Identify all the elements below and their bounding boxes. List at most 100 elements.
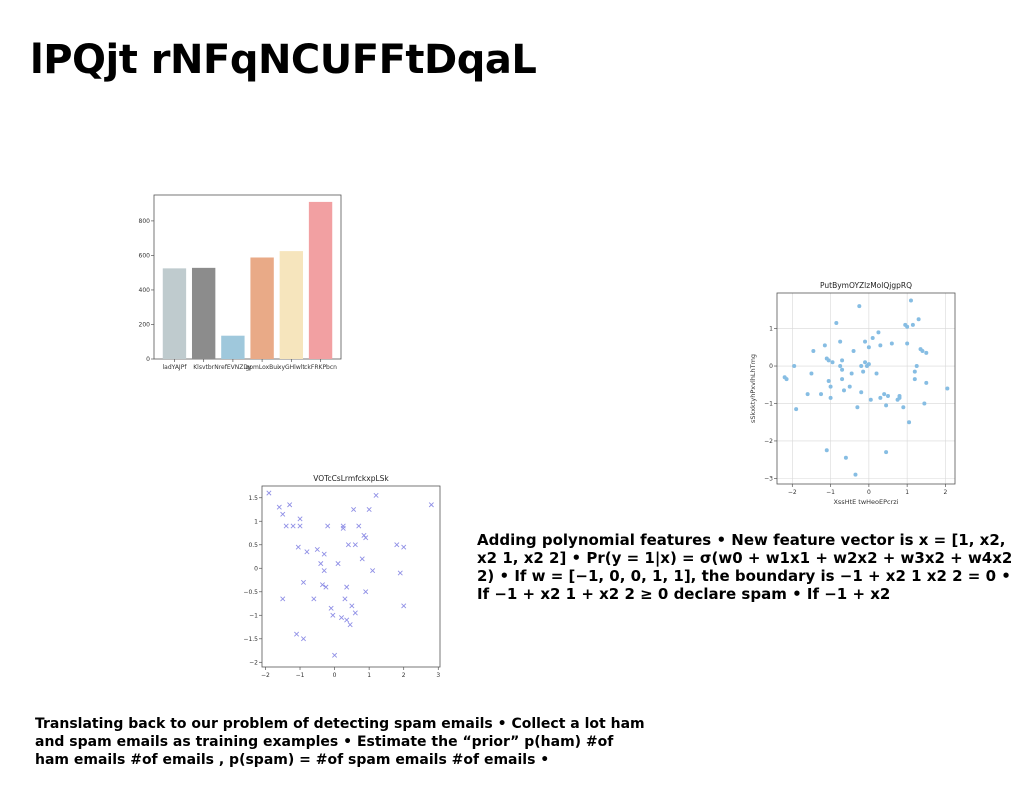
data-point [859,364,864,369]
data-point [914,364,919,369]
data-point [866,362,871,367]
data-point [843,455,848,460]
scatter-chart-crosses: −2 −1 0 1 2 3 −2 −1.5 −1 −0.5 0 0.5 1 1.5 VOTcCsLrmfck… [243,474,441,679]
data-point [352,542,358,548]
y-tick-label: 1 [254,518,258,525]
bar [191,267,216,359]
data-point [428,502,434,508]
data-point [857,304,862,309]
data-point [853,472,858,477]
data-point [851,349,856,354]
data-point [314,546,320,552]
data-point [924,380,929,385]
x-tick-label: 2 [944,489,948,496]
data-point [912,369,917,374]
data-point [874,371,879,376]
data-point [363,535,369,541]
data-point [319,582,326,588]
data-point [908,298,913,303]
data-point [841,388,846,393]
data-point [822,343,827,348]
bar [250,257,274,359]
plot-title: VOTcCsLrmfckxpLSk [313,474,389,483]
bar-chart: 0 200 400 600 800 ladYAJPf Klsvtbr NrefEVNZDygp… [139,194,342,371]
y-tick-label: −0.5 [243,589,258,596]
data-point [363,589,369,595]
data-point [340,523,346,529]
plot-title: PutBymOYZlzMolQjgpRQ [820,281,912,290]
data-point [910,322,915,327]
data-point [300,579,306,585]
slide-title: lPQjt rNFqNCUFFtDqaL [30,37,537,83]
x-tick-label: Klsvtbr [193,364,214,371]
y-tick-label: −3 [764,475,773,482]
x-tick-label: −2 [788,489,797,496]
x-tick-label: gpmLoxBui [245,364,279,371]
data-point [945,386,950,391]
data-point [886,393,891,398]
data-point [863,339,868,344]
data-point [366,506,372,513]
data-point [295,544,301,550]
data-point [905,324,910,329]
data-point [849,371,854,376]
data-point [347,622,353,628]
x-tick-label: NrefEVNZDy [214,364,252,371]
data-point [297,523,303,529]
data-point [290,523,296,529]
data-point [838,364,843,369]
y-tick-label: −2 [764,438,773,445]
data-point [828,395,833,400]
data-point [351,506,357,513]
data-point [352,610,358,616]
data-point [861,369,866,374]
data-point [830,360,835,365]
x-tick-label: −1 [296,672,305,679]
y-tick-label: −2 [249,659,258,666]
data-point [876,330,881,335]
bar [279,251,304,359]
data-point [901,405,906,410]
y-tick-label: 0 [769,363,773,370]
data-point [397,570,403,576]
data-point [321,568,327,574]
x-tick-label: 1 [905,489,909,496]
data-point [332,652,338,658]
data-point [794,407,799,412]
data-point [338,615,345,621]
data-point [792,364,797,369]
data-point [878,395,883,400]
data-point [912,377,917,382]
data-point [344,584,350,590]
data-point [819,392,824,397]
data-point [882,392,887,397]
plot-frame [776,292,956,485]
data-point [811,349,816,354]
data-point [840,377,845,382]
data-point [340,525,346,531]
data-point [878,343,883,348]
data-point [855,405,860,410]
data-point [311,596,317,602]
plot-frame [153,194,342,360]
data-point [838,339,843,344]
x-tick-label: ladYAJPf [162,364,187,371]
y-tick-label: −1.5 [243,636,258,643]
data-point [847,384,852,389]
data-point [840,367,845,372]
y-tick-label: 0.5 [248,542,258,549]
data-point [840,358,845,363]
data-point [889,341,894,346]
y-tick-label: 0 [146,356,150,363]
y-tick-label: 800 [139,218,151,225]
y-axis-label: sSkxktyhPxvlhLhTmg [749,354,757,423]
data-point [328,605,334,611]
data-point [920,349,925,354]
data-point [394,542,400,548]
y-tick-label: 0 [254,565,258,572]
data-point [905,341,910,346]
data-point [294,631,300,637]
x-tick-label: 1 [367,672,371,679]
data-point [907,420,912,425]
data-point [868,397,873,402]
